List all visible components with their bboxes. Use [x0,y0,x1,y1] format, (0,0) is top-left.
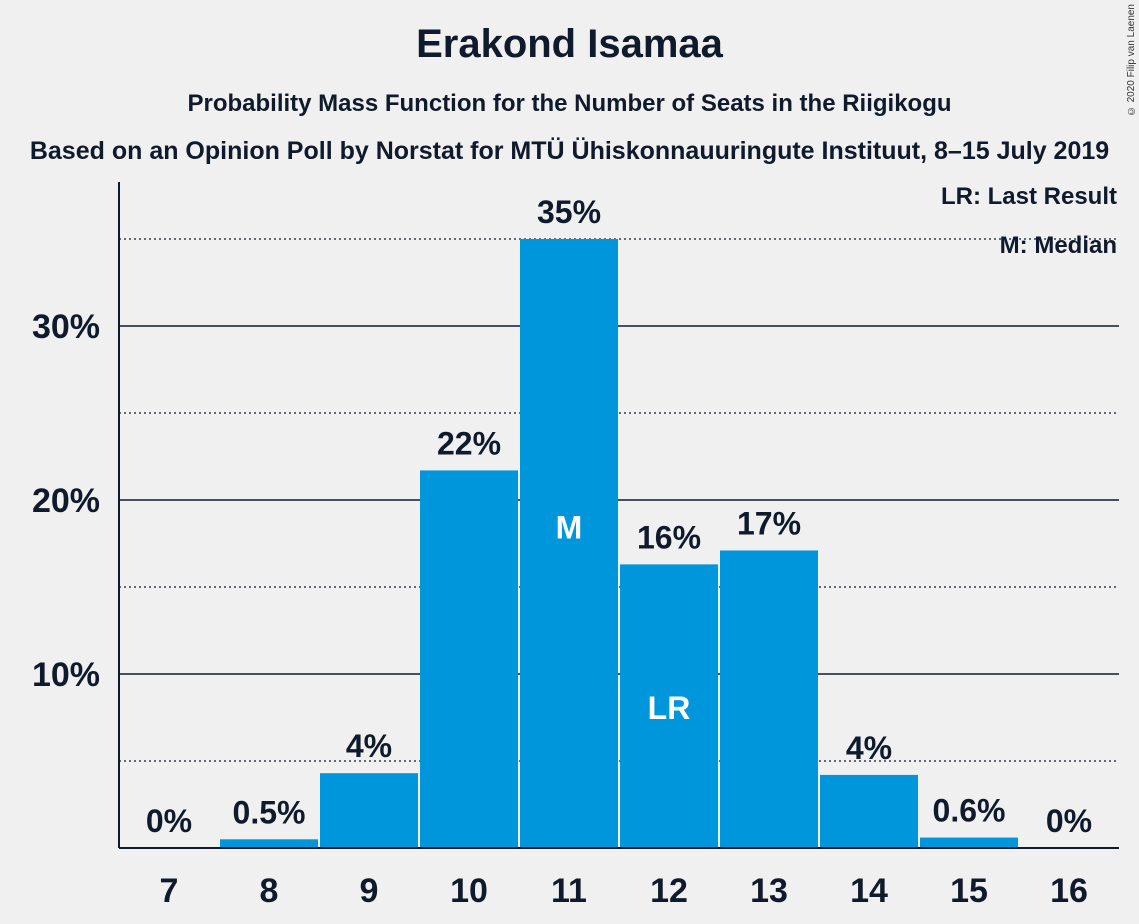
data-label: 0.5% [233,794,306,830]
x-tick-label: 12 [650,872,688,910]
bar [720,550,818,848]
data-label: 4% [346,728,392,764]
bar [920,837,1018,848]
data-label: 0.6% [933,793,1006,829]
x-tick-label: 13 [750,872,788,910]
y-tick-label: 10% [32,656,100,694]
legend-median: M: Median [999,232,1117,259]
x-tick-label: 11 [551,872,587,910]
median-marker: M [556,510,583,546]
x-tick-label: 8 [260,872,279,910]
bar [320,773,418,848]
bar [620,564,718,848]
x-tick-label: 16 [1050,872,1088,910]
x-tick-label: 10 [450,872,488,910]
data-label: 0% [1046,803,1092,839]
legend-last-result: LR: Last Result [940,183,1117,210]
last-result-marker: LR [648,690,691,726]
data-label: 4% [846,730,892,766]
y-tick-label: 20% [32,482,100,520]
bar [520,239,618,848]
bar [220,839,318,848]
chart-source: Based on an Opinion Poll by Norstat for … [29,137,1110,165]
x-tick-label: 14 [850,872,888,910]
data-label: 16% [637,519,701,555]
x-tick-label: 7 [160,872,179,910]
chart-title: Erakond Isamaa [416,22,723,66]
data-label: 17% [737,505,801,541]
bar [420,470,518,848]
chart-subtitle: Probability Mass Function for the Number… [187,90,952,117]
y-tick-label: 30% [32,308,100,346]
bar [820,774,918,848]
data-label: 35% [537,194,601,230]
data-label: 0% [146,803,192,839]
x-tick-label: 15 [950,872,988,910]
data-label: 22% [437,425,501,461]
x-tick-label: 9 [360,872,379,910]
